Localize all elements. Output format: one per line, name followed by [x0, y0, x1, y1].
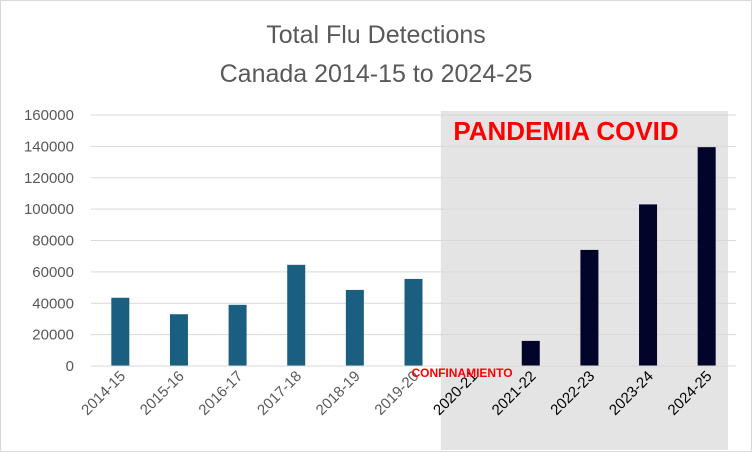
bar-2019-20 — [404, 278, 423, 366]
bar-2017-18 — [287, 264, 306, 366]
bar-2022-23 — [580, 249, 599, 366]
y-tick-label: 40000 — [32, 295, 74, 312]
pandemic-annotation: PANDEMIA COVID — [453, 116, 678, 146]
x-tick-label: 2014-15 — [78, 368, 129, 419]
chart-subtitle: Canada 2014-15 to 2024-25 — [220, 60, 533, 88]
chart-title: Total Flu Detections — [266, 21, 486, 49]
bar-2014-15 — [111, 297, 130, 366]
y-tick-label: 60000 — [32, 264, 74, 281]
bar-2018-19 — [345, 289, 364, 366]
y-axis-tick-labels: 0 20000 40000 60000 80000 100000 120000 140000 1… — [24, 107, 74, 375]
y-tick-label: 20000 — [32, 327, 74, 344]
y-tick-label: 80000 — [32, 233, 74, 250]
y-tick-label: 100000 — [24, 201, 74, 218]
bar-2015-16 — [169, 314, 188, 366]
bar-2023-24 — [639, 204, 658, 366]
y-tick-label: 0 — [66, 358, 74, 375]
x-tick-label: 2017-18 — [254, 368, 305, 419]
bar-2021-22 — [521, 340, 540, 366]
x-tick-label: 2018-19 — [313, 368, 364, 419]
bar-2016-17 — [228, 304, 247, 366]
x-tick-label: 2015-16 — [137, 368, 188, 419]
lockdown-annotation: CONFINAMIENTO — [411, 366, 512, 380]
y-tick-label: 140000 — [24, 138, 74, 155]
x-tick-label: 2016-17 — [195, 368, 246, 419]
bar-2024-25 — [697, 147, 716, 366]
y-tick-label: 160000 — [24, 107, 74, 124]
y-tick-label: 120000 — [24, 170, 74, 187]
bars — [111, 147, 716, 366]
